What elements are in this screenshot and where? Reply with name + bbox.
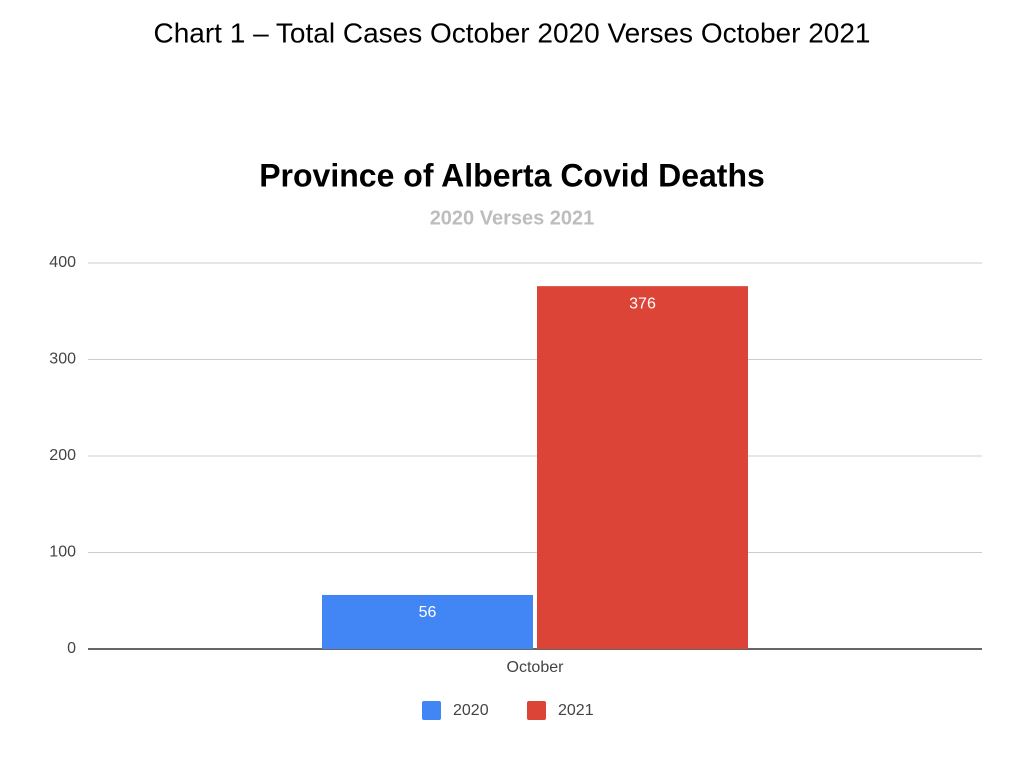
value-label: 376 [629,295,656,312]
x-tick-label: October [507,659,565,676]
legend-swatch [527,701,546,720]
bar [322,594,533,649]
y-tick-label: 400 [49,254,76,271]
legend-label: 2021 [558,702,594,719]
bar [537,286,748,649]
y-tick-label: 300 [49,351,76,368]
value-label: 56 [419,604,437,621]
y-tick-label: 0 [67,640,76,657]
y-tick-label: 100 [49,544,76,561]
legend-label: 2020 [453,702,489,719]
y-tick-label: 200 [49,447,76,464]
legend-swatch [422,701,441,720]
chart-subtitle: 2020 Verses 2021 [430,207,595,229]
chart-title: Province of Alberta Covid Deaths [259,157,765,193]
caption: Chart 1 – Total Cases October 2020 Verse… [153,17,870,48]
